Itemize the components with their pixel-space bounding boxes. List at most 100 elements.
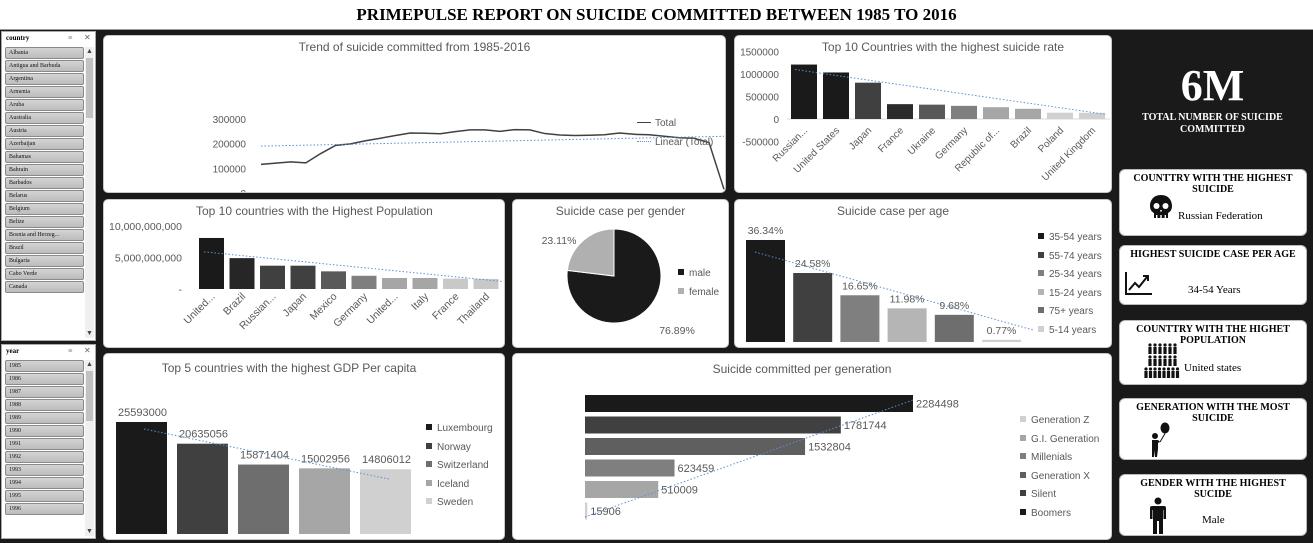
scroll-down-icon[interactable]: ▼ [86, 528, 93, 535]
crowd-person-head [1173, 343, 1177, 347]
trend-chart-panel[interactable]: Trend of suicide committed from 1985-201… [103, 35, 726, 193]
multi-select-icon[interactable]: ≡ [68, 346, 73, 355]
kpi-card-age-value: 34-54 Years [1188, 284, 1241, 296]
slicer-item[interactable]: 1987 [5, 386, 84, 398]
slicer-item[interactable]: 1996 [5, 503, 84, 515]
legend-item-total: Total [637, 118, 713, 137]
bar [238, 464, 289, 534]
slicer-item[interactable]: Australia [5, 112, 84, 124]
year-slicer-scrollbar[interactable]: ▲ ▼ [85, 360, 94, 536]
data-label: 510009 [661, 485, 698, 497]
x-tick-label: Poland [1036, 125, 1066, 155]
generation-chart-panel[interactable]: Suicide committed per generation 2284498… [512, 353, 1112, 540]
country-slicer[interactable]: country ≡ ✕ Albania Antigua and Barbuda Ar… [1, 31, 96, 341]
slicer-item[interactable]: Belize [5, 216, 84, 228]
gdp-chart-panel[interactable]: Top 5 countries with the highest GDP Per… [103, 353, 505, 540]
legend-item: Generation Z [1020, 415, 1099, 434]
skull-icon [1150, 195, 1172, 218]
slicer-item[interactable]: Armenia [5, 86, 84, 98]
bar [823, 72, 849, 119]
scroll-thumb[interactable] [86, 58, 93, 118]
x-tick-label: United... [364, 291, 400, 327]
y-tick-label: 300000 [213, 115, 247, 126]
crowd-person-head [1148, 367, 1153, 371]
total-suicide-kpi: 6M TOTAL NUMBER OF SUICIDE COMMITTED [1120, 60, 1305, 136]
multi-select-icon[interactable]: ≡ [68, 33, 73, 42]
age-legend: 35-54 years 55-74 years 25-34 years 15-24 y… [1038, 232, 1102, 343]
slicer-item[interactable]: Cabo Verde [5, 268, 84, 280]
slicer-item[interactable]: Bahamas [5, 151, 84, 163]
slicer-item[interactable]: 1985 [5, 360, 84, 372]
slicer-item[interactable]: Aruba [5, 99, 84, 111]
slicer-item[interactable]: 1992 [5, 451, 84, 463]
crowd-person-body [1148, 371, 1153, 378]
clear-filter-icon[interactable]: ✕ [84, 346, 91, 355]
crowd-icon [1144, 343, 1180, 378]
year-slicer[interactable]: year ≡ ✕ 1985 1986 1987 1988 1989 1990 1991 199… [1, 344, 96, 539]
bar [1047, 112, 1073, 119]
bar [585, 459, 675, 477]
gender-pie-chart: 76.89% 23.11% [542, 228, 695, 337]
slicer-item[interactable]: 1993 [5, 464, 84, 476]
country-slicer-scrollbar[interactable]: ▲ ▼ [85, 47, 94, 338]
legend-item: Boomers [1020, 508, 1099, 527]
bar [934, 314, 974, 342]
crowd-person-body [1158, 347, 1162, 354]
kpi-card-highest-country-value: Russian Federation [1178, 210, 1263, 222]
slicer-item[interactable]: Bulgaria [5, 255, 84, 267]
kpi-card-population-value: United states [1184, 362, 1242, 374]
slicer-item[interactable]: 1990 [5, 425, 84, 437]
slicer-item[interactable]: Antigua and Barbuda [5, 60, 84, 72]
crowd-person-body [1163, 347, 1167, 354]
crowd-person-body [1168, 347, 1172, 354]
slicer-item[interactable]: Belgium [5, 203, 84, 215]
slicer-item[interactable]: Argentina [5, 73, 84, 85]
x-tick-label: Japan [280, 291, 309, 320]
slicer-item[interactable]: Austria [5, 125, 84, 137]
crowd-person-body [1158, 359, 1162, 366]
slicer-item[interactable]: Barbados [5, 177, 84, 189]
slicer-item[interactable]: 1986 [5, 373, 84, 385]
data-label: 15871404 [240, 450, 289, 462]
slicer-item[interactable]: 1989 [5, 412, 84, 424]
bar [382, 277, 407, 289]
slicer-item[interactable]: Belarus [5, 190, 84, 202]
gender-chart-panel[interactable]: Suicide case per gender 76.89% 23.11% mal… [512, 199, 729, 348]
slicer-item[interactable]: Bosnia and Herzeg... [5, 229, 84, 241]
bar [919, 104, 945, 119]
top10-rate-chart-panel[interactable]: Top 10 Countries with the highest suicid… [734, 35, 1112, 193]
slicer-item[interactable]: Brazil [5, 242, 84, 254]
population-chart-title: Top 10 countries with the Highest Popula… [196, 204, 433, 218]
crowd-person-body [1153, 359, 1157, 366]
legend-item: Norway [426, 442, 493, 461]
scroll-thumb[interactable] [86, 371, 93, 421]
legend-item: G.I. Generation [1020, 434, 1099, 453]
data-label: 623459 [678, 463, 715, 475]
population-chart-panel[interactable]: Top 10 countries with the Highest Popula… [103, 199, 505, 348]
slicer-item[interactable]: 1991 [5, 438, 84, 450]
slicer-item[interactable]: 1995 [5, 490, 84, 502]
bar [585, 438, 806, 455]
slicer-item[interactable]: Azerbaijan [5, 138, 84, 150]
crowd-person-head [1162, 367, 1166, 371]
bar [351, 275, 377, 289]
data-label: 23.11% [542, 235, 577, 247]
scroll-up-icon[interactable]: ▲ [86, 48, 93, 55]
bar [585, 502, 588, 520]
trend-legend: Total Linear (Total) [637, 118, 713, 155]
slicer-item[interactable]: 1988 [5, 399, 84, 411]
x-tick-label: United... [181, 291, 217, 327]
slicer-item[interactable]: Canada [5, 281, 84, 293]
data-label: 15002956 [301, 453, 350, 465]
clear-filter-icon[interactable]: ✕ [84, 33, 91, 42]
slicer-item[interactable]: Bahrain [5, 164, 84, 176]
slicer-item[interactable]: Albania [5, 47, 84, 59]
scroll-down-icon[interactable]: ▼ [86, 330, 93, 337]
kpi-card-generation: GENERATION WITH THE MOST SUICIDE [1119, 398, 1307, 460]
crowd-person-head [1158, 355, 1162, 359]
scroll-up-icon[interactable]: ▲ [86, 361, 93, 368]
slicer-item[interactable]: 1994 [5, 477, 84, 489]
crowd-person-head [1153, 343, 1157, 347]
trendline [203, 251, 503, 282]
age-chart-panel[interactable]: Suicide case per age 36.34% 24.58% 16.65% 1… [734, 199, 1112, 348]
